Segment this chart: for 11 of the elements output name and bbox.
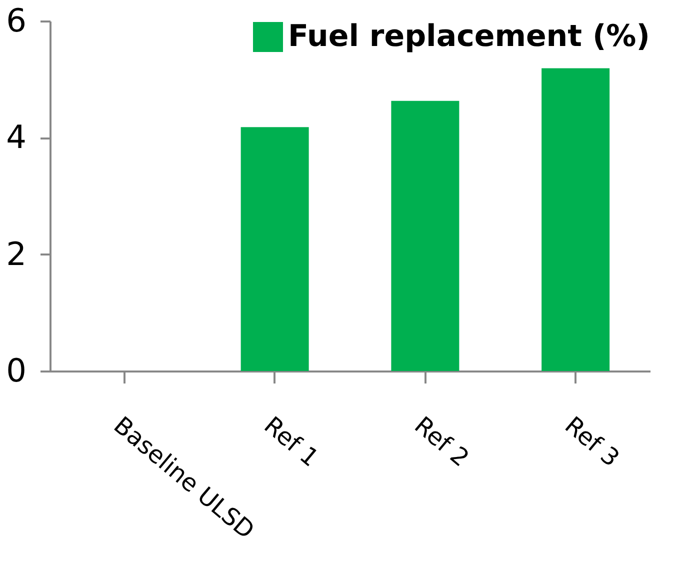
legend-label: Fuel replacement (%)	[288, 19, 650, 54]
y-tick-label: 0	[6, 352, 26, 390]
y-tick-label: 2	[6, 234, 26, 273]
y-tick-label: 6	[6, 2, 26, 40]
y-tick-label: 4	[6, 118, 26, 156]
bar	[391, 100, 460, 371]
x-tick-label: Ref 2	[409, 411, 474, 472]
x-tick-label: Ref 1	[258, 411, 324, 472]
x-tick-label: Ref 3	[559, 411, 625, 472]
bar	[240, 127, 309, 371]
bar	[542, 68, 610, 371]
